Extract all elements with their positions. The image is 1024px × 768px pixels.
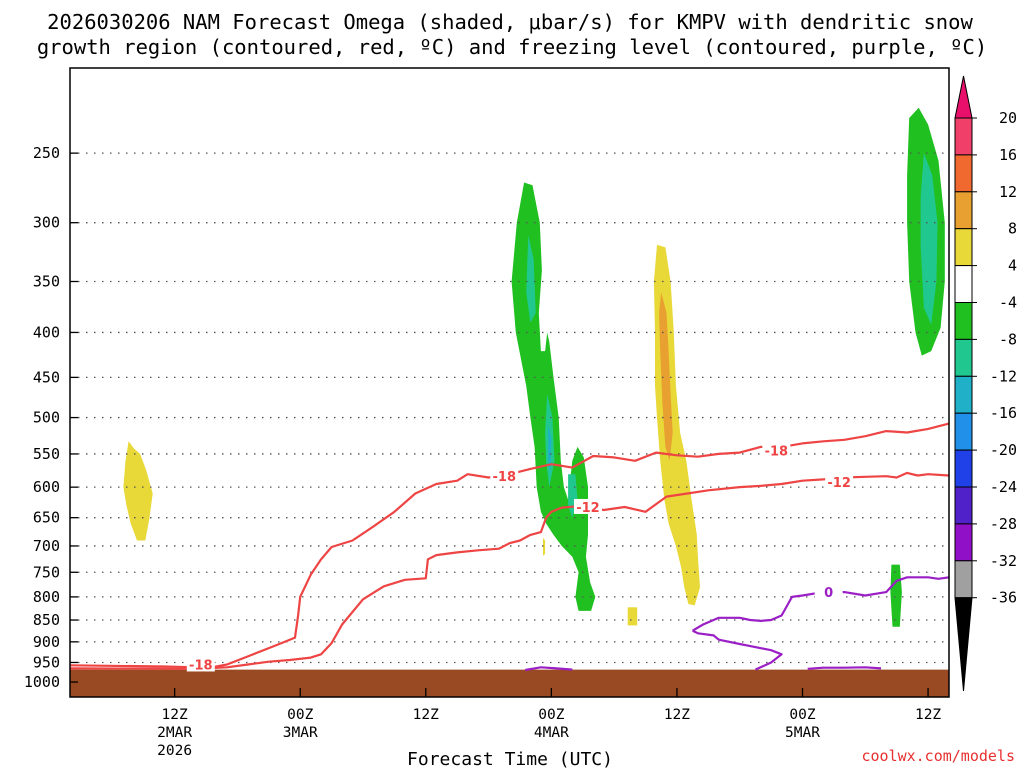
credit-text: coolwx.com/models: [861, 747, 1015, 765]
colorbar-label-0: 20: [999, 109, 1017, 127]
x-tick-label-1: 00Z: [287, 707, 313, 723]
colorbar-band-0: [954, 117, 973, 156]
y-tick-label-450: 450: [33, 368, 60, 386]
colorbar-band-12: [954, 560, 973, 599]
y-tick-label-550: 550: [33, 445, 60, 463]
colorbar-label-5: -4: [999, 294, 1017, 312]
x-tick-date-1: 3MAR: [283, 725, 318, 741]
plot-frame: [69, 67, 950, 698]
y-tick-label-950: 950: [33, 653, 60, 671]
colorbar-label-7: -12: [990, 367, 1017, 385]
omega-region-0: [123, 441, 153, 541]
freezing-level-segment-0: [525, 666, 573, 672]
x-tick-date-3: 4MAR: [534, 725, 569, 741]
dgz-label--12-0-bg: [573, 498, 602, 514]
colorbar-label-8: -16: [990, 404, 1017, 422]
colorbar-band-9: [954, 449, 973, 488]
x-tick-label-0: 12Z: [162, 707, 188, 723]
chart-title-line1: 2026030206 NAM Forecast Omega (shaded, μ…: [47, 10, 973, 34]
colorbar-label-3: 8: [1008, 220, 1017, 238]
colorbar: 20 16 12 8 4 -4 -8 -12 -16 -20 -24 -28 -32 -36: [954, 75, 1017, 692]
colorbar-label-4: 4: [1008, 257, 1017, 275]
x-tick-label-4: 12Z: [664, 707, 690, 723]
freezing-label-0-bg: [814, 584, 843, 600]
dgz-label--18-2: -18: [765, 444, 789, 459]
x-tick-year-0: 2026: [157, 743, 192, 759]
x-tick-label-5: 00Z: [789, 707, 815, 723]
omega-region-5: [548, 425, 552, 475]
dgz-label--12-0: -12: [576, 501, 600, 516]
dgz-label--12-1-bg: [825, 474, 854, 490]
colorbar-label-11: -28: [990, 515, 1017, 533]
colorbar-band-4: [954, 265, 973, 304]
colorbar-band-6: [954, 338, 973, 377]
y-tick-label-1000: 1000: [24, 673, 60, 691]
freezing-level-contour: [525, 576, 950, 672]
colorbar-band-2: [954, 191, 973, 230]
contour-labels: -18 -18 -18 -12 -12 0: [186, 442, 854, 673]
colorbar-band-5: [954, 302, 973, 340]
colorbar-label-13: -36: [990, 589, 1017, 607]
colorbar-band-3: [954, 228, 973, 267]
omega-region-7: [659, 292, 673, 461]
colorbar-top-arrow: [954, 75, 973, 119]
colorbar-band-1: [954, 154, 973, 193]
pressure-axis: 250 300 350 400 450 500 550 600 650 700 750 800 850 9…: [24, 144, 78, 691]
y-tick-label-500: 500: [33, 409, 60, 427]
y-tick-label-900: 900: [33, 633, 60, 651]
colorbar-band-11: [954, 523, 973, 562]
ground-below-surface: [70, 669, 949, 697]
dgz-label--18-1: -18: [493, 470, 517, 485]
y-tick-label-250: 250: [33, 144, 60, 162]
y-tick-label-350: 350: [33, 273, 60, 291]
y-tick-label-850: 850: [33, 611, 60, 629]
colorbar-band-8: [954, 412, 973, 451]
freezing-level-segment-3: [807, 666, 882, 670]
x-tick-label-2: 12Z: [413, 707, 439, 723]
colorbar-label-6: -8: [999, 330, 1017, 348]
x-tick-date-0: 2MAR: [157, 725, 192, 741]
y-tick-label-600: 600: [33, 478, 60, 496]
x-tick-label-3: 00Z: [538, 707, 564, 723]
dgz-label--18-1-bg: [490, 468, 519, 484]
y-tick-label-800: 800: [33, 588, 60, 606]
freezing-label-0: 0: [824, 586, 833, 601]
y-tick-label-750: 750: [33, 563, 60, 581]
omega-region-9: [627, 607, 638, 626]
omega-region-4: [526, 235, 536, 323]
colorbar-label-9: -20: [990, 441, 1017, 459]
colorbar-label-1: 16: [999, 146, 1017, 164]
x-tick-date-5: 5MAR: [785, 725, 820, 741]
colorbar-label-10: -24: [990, 478, 1017, 496]
dgz-label--12-1: -12: [827, 476, 851, 491]
colorbar-label-2: 12: [999, 183, 1017, 201]
y-tick-label-300: 300: [33, 214, 60, 232]
colorbar-band-7: [954, 375, 973, 414]
omega-region-8: [543, 537, 546, 556]
dgz-label--18-2-bg: [762, 442, 791, 458]
colorbar-bottom-arrow: [954, 597, 973, 692]
x-axis-label: Forecast Time (UTC): [407, 749, 613, 768]
y-tick-label-700: 700: [33, 537, 60, 555]
colorbar-label-12: -32: [990, 552, 1017, 570]
chart-title-line2: growth region (contoured, red, ºC) and f…: [37, 35, 987, 59]
y-tick-label-400: 400: [33, 323, 60, 341]
x-tick-label-6: 12Z: [915, 707, 941, 723]
omega-region-12: [890, 564, 902, 627]
freezing-level-segment-1: [692, 629, 783, 671]
time-axis: 12Z 2MAR 2026 00Z 3MAR 12Z 00Z 4MAR 12Z 00Z 5MAR 12…: [157, 688, 941, 759]
freezing-level-segment-2: [692, 576, 950, 632]
dgz-label--18-0: -18: [189, 658, 213, 673]
dgz-label--18-0-bg: [186, 656, 215, 672]
y-tick-label-650: 650: [33, 509, 60, 527]
omega-region-11: [920, 153, 938, 325]
colorbar-band-10: [954, 486, 973, 525]
